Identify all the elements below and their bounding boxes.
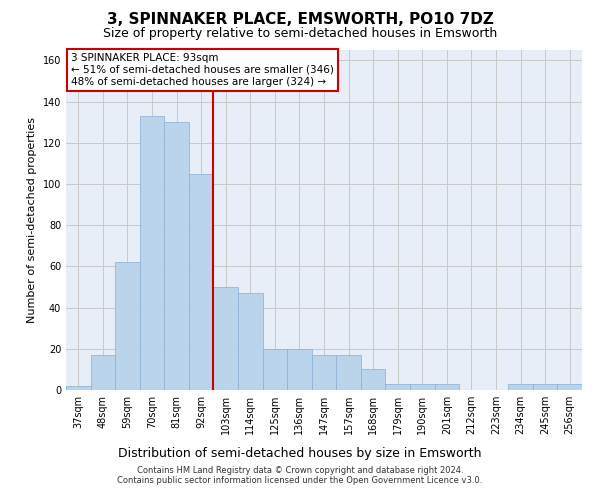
Bar — [410, 384, 434, 390]
Bar — [533, 384, 557, 390]
Y-axis label: Number of semi-detached properties: Number of semi-detached properties — [27, 117, 37, 323]
Text: Distribution of semi-detached houses by size in Emsworth: Distribution of semi-detached houses by … — [118, 448, 482, 460]
Bar — [140, 116, 164, 390]
Bar — [115, 262, 140, 390]
Bar — [557, 384, 582, 390]
Bar — [508, 384, 533, 390]
Text: Size of property relative to semi-detached houses in Emsworth: Size of property relative to semi-detach… — [103, 28, 497, 40]
Bar — [336, 355, 361, 390]
Bar — [434, 384, 459, 390]
Bar — [214, 287, 238, 390]
Bar — [287, 349, 312, 390]
Bar — [385, 384, 410, 390]
Bar — [66, 386, 91, 390]
Text: Contains HM Land Registry data © Crown copyright and database right 2024.
Contai: Contains HM Land Registry data © Crown c… — [118, 466, 482, 485]
Bar — [238, 293, 263, 390]
Bar — [164, 122, 189, 390]
Text: 3, SPINNAKER PLACE, EMSWORTH, PO10 7DZ: 3, SPINNAKER PLACE, EMSWORTH, PO10 7DZ — [107, 12, 493, 28]
Bar — [91, 355, 115, 390]
Bar — [312, 355, 336, 390]
Bar — [263, 349, 287, 390]
Bar — [189, 174, 214, 390]
Text: 3 SPINNAKER PLACE: 93sqm
← 51% of semi-detached houses are smaller (346)
48% of : 3 SPINNAKER PLACE: 93sqm ← 51% of semi-d… — [71, 54, 334, 86]
Bar — [361, 370, 385, 390]
